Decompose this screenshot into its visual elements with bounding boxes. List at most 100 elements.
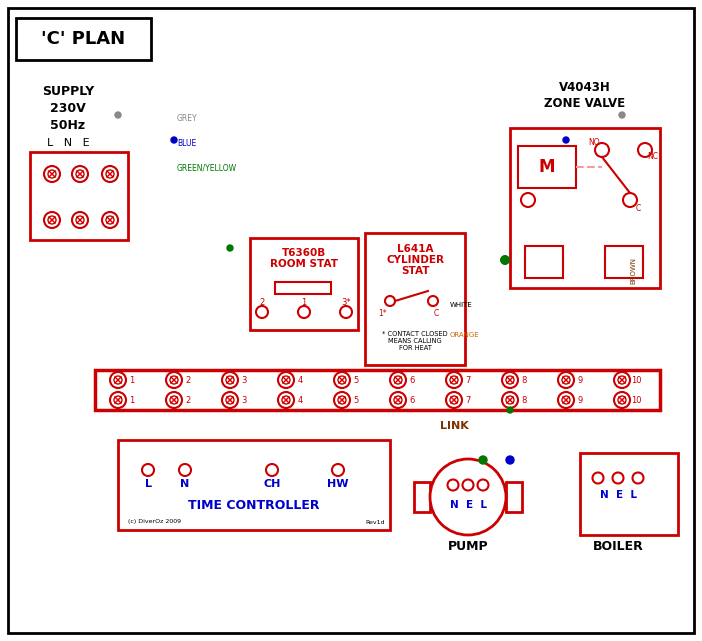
Text: BROWN: BROWN: [630, 256, 636, 283]
Text: 4: 4: [298, 376, 303, 385]
Circle shape: [110, 392, 126, 408]
Text: N: N: [180, 479, 190, 489]
Text: V4043H
ZONE VALVE: V4043H ZONE VALVE: [545, 81, 625, 110]
Circle shape: [72, 212, 88, 228]
Text: C: C: [635, 203, 641, 213]
Text: NO: NO: [588, 138, 600, 147]
Circle shape: [115, 112, 121, 118]
Text: NC: NC: [647, 151, 658, 160]
Text: N  E  L: N E L: [600, 490, 637, 500]
Circle shape: [447, 479, 458, 490]
Circle shape: [502, 392, 518, 408]
Bar: [275, 282, 331, 294]
Text: 3: 3: [241, 376, 246, 385]
Circle shape: [298, 306, 310, 318]
Circle shape: [613, 472, 623, 483]
Circle shape: [44, 212, 60, 228]
Bar: [365, 233, 465, 365]
Circle shape: [278, 372, 294, 388]
Text: GREY: GREY: [177, 113, 198, 122]
Circle shape: [638, 143, 652, 157]
Text: 5: 5: [353, 395, 359, 404]
Text: Rev1d: Rev1d: [366, 519, 385, 524]
Bar: [414, 482, 430, 512]
Circle shape: [72, 166, 88, 182]
Bar: [580, 453, 678, 535]
Text: 'C' PLAN: 'C' PLAN: [41, 30, 125, 48]
Text: 6: 6: [409, 395, 415, 404]
Circle shape: [501, 256, 509, 264]
Circle shape: [595, 143, 609, 157]
Circle shape: [506, 456, 514, 464]
Circle shape: [592, 472, 604, 483]
Text: L641A: L641A: [397, 244, 433, 254]
Circle shape: [430, 459, 506, 535]
Text: 2: 2: [185, 376, 191, 385]
Text: TIME CONTROLLER: TIME CONTROLLER: [188, 499, 319, 512]
Circle shape: [334, 372, 350, 388]
Circle shape: [446, 392, 462, 408]
Circle shape: [179, 464, 191, 476]
Circle shape: [171, 137, 177, 143]
Text: 10: 10: [631, 376, 641, 385]
Text: 5: 5: [353, 376, 359, 385]
Circle shape: [390, 392, 406, 408]
Circle shape: [266, 464, 278, 476]
Text: 3: 3: [241, 395, 246, 404]
Bar: [506, 482, 522, 512]
Circle shape: [166, 392, 182, 408]
Circle shape: [463, 479, 474, 490]
Circle shape: [563, 137, 569, 143]
Circle shape: [390, 372, 406, 388]
Circle shape: [334, 392, 350, 408]
Text: 10: 10: [631, 395, 641, 404]
Circle shape: [385, 296, 395, 306]
Circle shape: [558, 392, 574, 408]
Text: L   N   E: L N E: [47, 138, 89, 148]
Text: 8: 8: [522, 376, 526, 385]
Circle shape: [623, 193, 637, 207]
Text: 2: 2: [259, 297, 265, 306]
Circle shape: [521, 193, 535, 207]
Circle shape: [614, 392, 630, 408]
Bar: [95, 370, 660, 410]
Circle shape: [222, 392, 238, 408]
Text: 4: 4: [298, 395, 303, 404]
Text: ROOM STAT: ROOM STAT: [270, 259, 338, 269]
Text: BOILER: BOILER: [592, 540, 643, 553]
Text: 1: 1: [129, 376, 135, 385]
Circle shape: [428, 296, 438, 306]
Circle shape: [479, 456, 487, 464]
Text: PUMP: PUMP: [448, 540, 489, 553]
Circle shape: [507, 407, 513, 413]
Bar: [250, 238, 358, 330]
Bar: [30, 152, 128, 240]
Circle shape: [222, 372, 238, 388]
Text: T6360B: T6360B: [282, 248, 326, 258]
Text: 8: 8: [522, 395, 526, 404]
Circle shape: [614, 372, 630, 388]
Circle shape: [502, 372, 518, 388]
Text: 6: 6: [409, 376, 415, 385]
Circle shape: [102, 166, 118, 182]
Text: STAT: STAT: [401, 266, 429, 276]
Text: 7: 7: [465, 395, 470, 404]
Text: C: C: [433, 308, 439, 317]
Bar: [525, 246, 563, 278]
Bar: [16, 18, 151, 60]
Bar: [118, 440, 390, 530]
Text: 1: 1: [129, 395, 135, 404]
Text: 1: 1: [301, 297, 307, 306]
Text: 1*: 1*: [378, 308, 388, 317]
Text: L: L: [145, 479, 152, 489]
Circle shape: [110, 372, 126, 388]
Circle shape: [446, 372, 462, 388]
Bar: [518, 146, 576, 188]
Text: HW: HW: [327, 479, 349, 489]
Text: * CONTACT CLOSED
MEANS CALLING
FOR HEAT: * CONTACT CLOSED MEANS CALLING FOR HEAT: [382, 331, 448, 351]
Bar: [510, 128, 660, 288]
Circle shape: [501, 256, 509, 264]
Circle shape: [44, 166, 60, 182]
Circle shape: [501, 256, 509, 264]
Text: N  E  L: N E L: [449, 500, 486, 510]
